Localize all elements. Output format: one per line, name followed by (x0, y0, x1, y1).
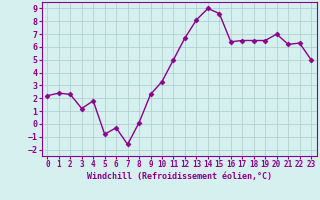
X-axis label: Windchill (Refroidissement éolien,°C): Windchill (Refroidissement éolien,°C) (87, 172, 272, 181)
